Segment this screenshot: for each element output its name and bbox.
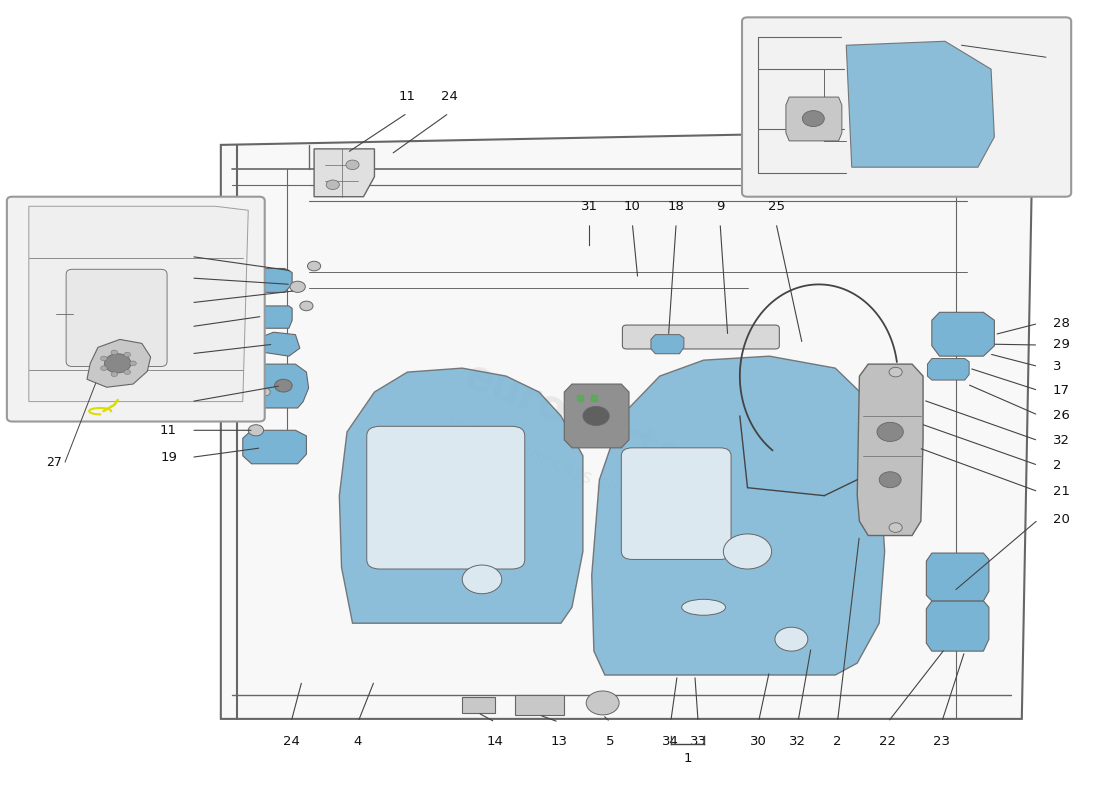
Text: 20: 20 bbox=[1053, 513, 1069, 526]
Circle shape bbox=[100, 366, 107, 370]
Polygon shape bbox=[857, 364, 923, 535]
Polygon shape bbox=[846, 42, 994, 167]
Text: 1: 1 bbox=[684, 752, 693, 766]
Text: 7: 7 bbox=[168, 320, 177, 333]
Polygon shape bbox=[927, 358, 969, 380]
Text: 2: 2 bbox=[833, 735, 842, 748]
Text: 33: 33 bbox=[690, 735, 706, 748]
Polygon shape bbox=[315, 149, 374, 197]
Circle shape bbox=[583, 406, 609, 426]
Polygon shape bbox=[339, 368, 583, 623]
Circle shape bbox=[290, 282, 306, 292]
Circle shape bbox=[104, 354, 131, 373]
Polygon shape bbox=[651, 334, 684, 354]
Text: 30: 30 bbox=[750, 735, 767, 748]
FancyBboxPatch shape bbox=[7, 197, 265, 422]
Polygon shape bbox=[221, 129, 1033, 719]
Text: 28: 28 bbox=[1053, 317, 1069, 330]
Text: 16: 16 bbox=[1047, 50, 1063, 64]
Text: 8: 8 bbox=[168, 296, 177, 310]
Circle shape bbox=[130, 361, 136, 366]
Circle shape bbox=[889, 522, 902, 532]
FancyBboxPatch shape bbox=[623, 325, 779, 349]
Circle shape bbox=[802, 110, 824, 126]
Text: 2: 2 bbox=[1053, 459, 1062, 472]
Circle shape bbox=[879, 472, 901, 488]
Polygon shape bbox=[252, 306, 293, 328]
Text: 27: 27 bbox=[46, 456, 62, 469]
Polygon shape bbox=[592, 356, 884, 675]
Circle shape bbox=[275, 379, 293, 392]
Polygon shape bbox=[932, 312, 994, 356]
Circle shape bbox=[260, 388, 271, 396]
Polygon shape bbox=[245, 269, 293, 292]
Text: 23: 23 bbox=[933, 735, 950, 748]
FancyBboxPatch shape bbox=[366, 426, 525, 569]
Circle shape bbox=[308, 262, 321, 271]
Text: 21: 21 bbox=[1053, 485, 1069, 498]
FancyBboxPatch shape bbox=[66, 270, 167, 366]
Text: 34: 34 bbox=[662, 735, 679, 748]
Text: 12: 12 bbox=[160, 395, 177, 408]
FancyBboxPatch shape bbox=[742, 18, 1071, 197]
Text: 31: 31 bbox=[581, 201, 598, 214]
FancyBboxPatch shape bbox=[462, 697, 495, 713]
Text: 19: 19 bbox=[161, 451, 177, 464]
Polygon shape bbox=[29, 206, 249, 402]
Text: 11: 11 bbox=[399, 90, 416, 103]
Text: 32: 32 bbox=[1053, 434, 1069, 447]
Polygon shape bbox=[564, 384, 629, 448]
Text: 12: 12 bbox=[160, 250, 177, 263]
Text: 32: 32 bbox=[790, 735, 806, 748]
Text: 5: 5 bbox=[606, 735, 615, 748]
Polygon shape bbox=[785, 97, 842, 141]
Text: 11: 11 bbox=[160, 424, 177, 437]
Polygon shape bbox=[926, 553, 989, 601]
Circle shape bbox=[345, 160, 359, 170]
Circle shape bbox=[124, 352, 131, 357]
Text: 18: 18 bbox=[668, 201, 684, 214]
Circle shape bbox=[124, 370, 131, 374]
Circle shape bbox=[327, 180, 339, 190]
Circle shape bbox=[724, 534, 771, 569]
Text: 9: 9 bbox=[716, 201, 724, 214]
Text: 24: 24 bbox=[283, 735, 299, 748]
Text: 24: 24 bbox=[441, 90, 458, 103]
Text: 10: 10 bbox=[624, 201, 640, 214]
Circle shape bbox=[889, 367, 902, 377]
Text: 15: 15 bbox=[160, 347, 177, 360]
Circle shape bbox=[877, 422, 903, 442]
Polygon shape bbox=[87, 339, 151, 387]
Text: 17: 17 bbox=[1053, 384, 1069, 397]
Circle shape bbox=[586, 691, 619, 715]
Circle shape bbox=[111, 372, 118, 377]
Text: 14: 14 bbox=[486, 735, 504, 748]
Circle shape bbox=[249, 425, 264, 436]
Text: passion for cars since 1985: passion for cars since 1985 bbox=[444, 413, 700, 530]
Text: 22: 22 bbox=[879, 735, 896, 748]
Polygon shape bbox=[243, 430, 307, 464]
Circle shape bbox=[100, 356, 107, 361]
Text: 26: 26 bbox=[1053, 409, 1069, 422]
Text: 25: 25 bbox=[768, 201, 784, 214]
Polygon shape bbox=[926, 601, 989, 651]
FancyBboxPatch shape bbox=[515, 695, 564, 715]
Circle shape bbox=[300, 301, 313, 310]
Polygon shape bbox=[243, 364, 309, 408]
Text: 4: 4 bbox=[354, 735, 362, 748]
Text: 6: 6 bbox=[168, 271, 177, 285]
Text: euroParts: euroParts bbox=[458, 354, 686, 478]
Text: 13: 13 bbox=[550, 735, 568, 748]
Text: 3: 3 bbox=[1053, 360, 1062, 373]
Circle shape bbox=[111, 350, 118, 355]
Circle shape bbox=[462, 565, 502, 594]
Polygon shape bbox=[260, 332, 300, 356]
Circle shape bbox=[774, 627, 807, 651]
Text: 29: 29 bbox=[1053, 338, 1069, 351]
Ellipse shape bbox=[682, 599, 726, 615]
FancyBboxPatch shape bbox=[621, 448, 732, 559]
